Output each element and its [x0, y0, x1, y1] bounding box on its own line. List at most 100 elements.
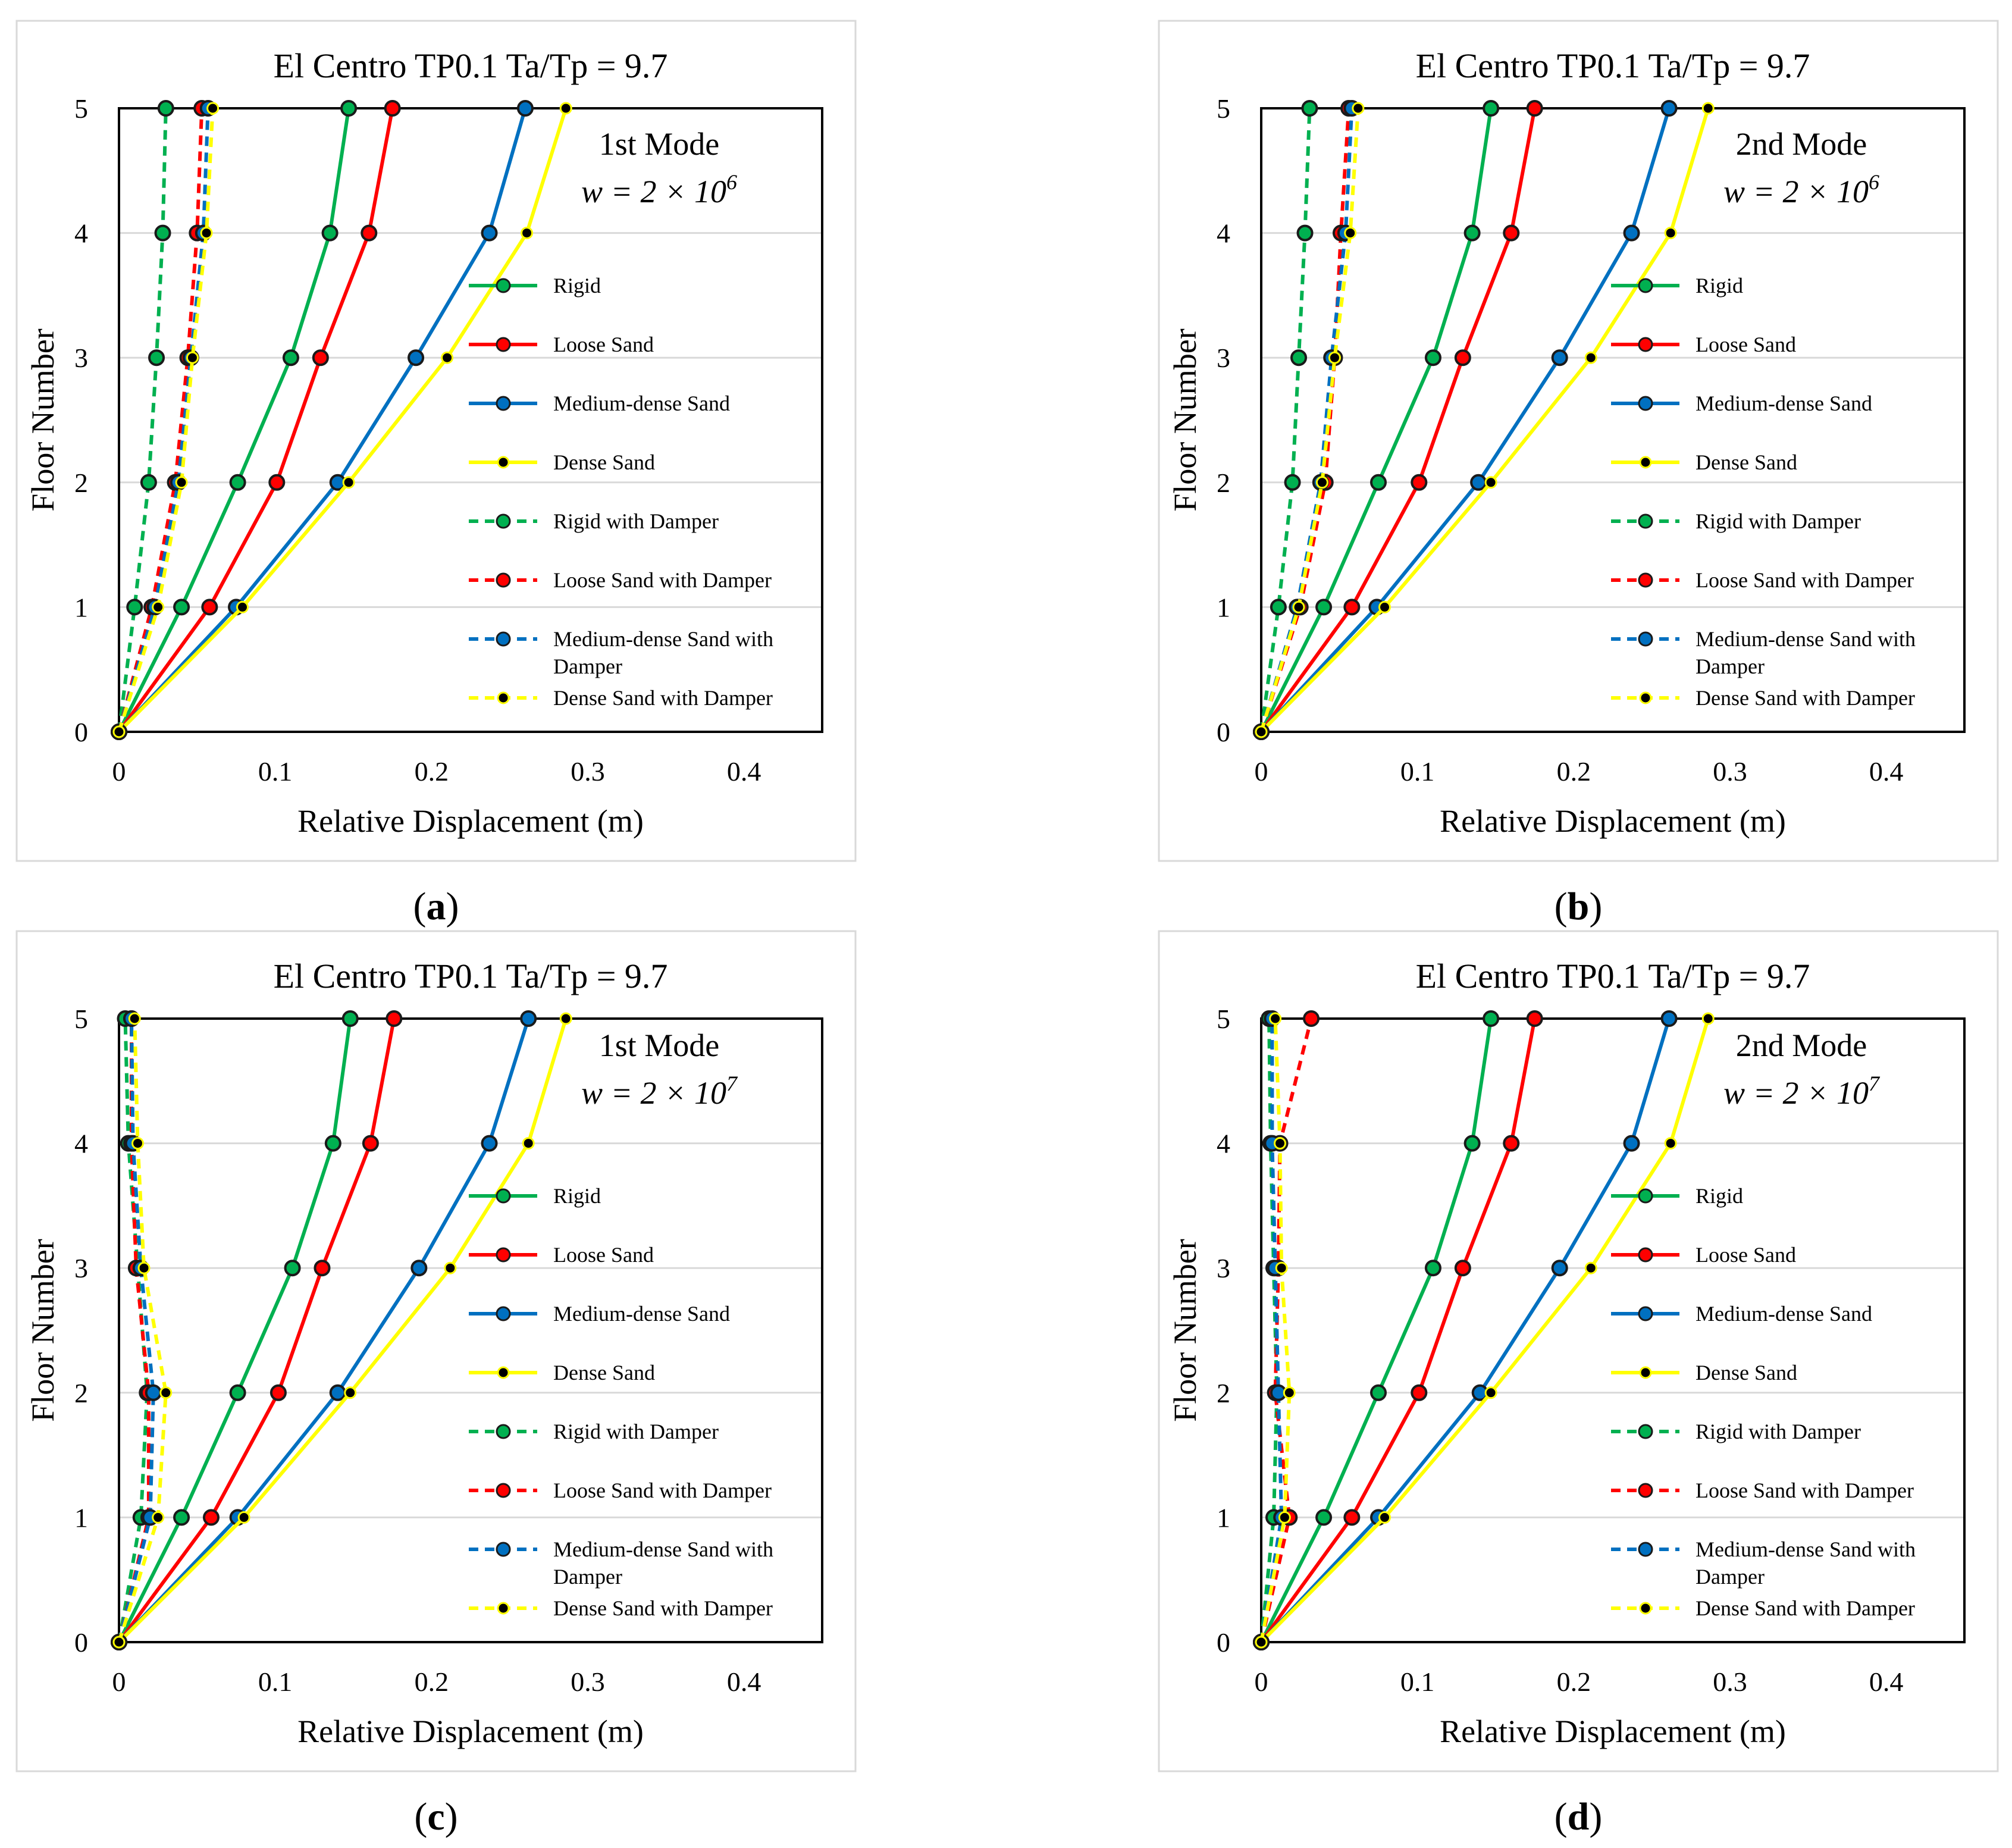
legend-label: Dense Sand with Damper: [1696, 1596, 1915, 1620]
data-point: [1551, 1260, 1568, 1277]
x-tick-label: 0.1: [1400, 756, 1435, 787]
data-point: [1269, 1012, 1282, 1025]
data-point: [282, 349, 299, 367]
mode-label: 1st Mode: [599, 1028, 720, 1063]
data-point: [200, 227, 213, 240]
y-tick-label: 3: [1217, 343, 1230, 373]
series-line: [117, 108, 351, 733]
data-point: [131, 1137, 145, 1150]
legend-label: Dense Sand: [1696, 450, 1797, 474]
series-dense-damper: [112, 1012, 173, 1649]
data-point: [312, 349, 329, 367]
x-tick-label: 0.2: [1557, 756, 1591, 787]
x-axis-label: Relative Displacement (m): [1440, 803, 1786, 839]
x-tick-label: 0.1: [1400, 1667, 1435, 1697]
panel-caption: (b): [1555, 885, 1603, 928]
legend-marker: [1638, 278, 1653, 293]
data-point: [173, 1509, 190, 1526]
y-axis-label: Floor Number: [1167, 1239, 1203, 1421]
legend-marker: [1638, 1247, 1653, 1263]
x-axis-label: Relative Displacement (m): [297, 1714, 644, 1749]
x-tick-label: 0.3: [1713, 1667, 1747, 1697]
data-point: [206, 102, 220, 115]
series-line: [117, 108, 394, 733]
chart-title: El Centro TP0.1 Ta/Tp = 9.7: [1416, 46, 1810, 85]
series-line: [1259, 1018, 1710, 1644]
legend-label: Loose Sand with Damper: [1696, 568, 1914, 592]
series-line: [117, 1018, 396, 1643]
legend-label: Dense Sand with Damper: [1696, 686, 1915, 710]
legend-label: Dense Sand with Damper: [553, 686, 773, 710]
chart-panel-c: El Centro TP0.1 Ta/Tp = 9.7 0 1 2 3 4 5 0 0.1 0.2…: [15, 930, 857, 1772]
data-point: [1623, 1135, 1640, 1152]
x-tick-label: 0.2: [1557, 1667, 1591, 1697]
data-point: [1283, 1386, 1296, 1399]
legend-marker: [497, 456, 510, 469]
data-point: [384, 100, 401, 117]
weight-label: w = 2 × 106: [581, 170, 737, 209]
series-line: [1259, 1019, 1284, 1643]
chart-panel-d: El Centro TP0.1 Ta/Tp = 9.7 0 1 2 3 4 5 0 0.1 0.2…: [1158, 930, 1999, 1772]
series-line: [117, 108, 168, 732]
x-tick-label: 0.3: [571, 756, 605, 787]
series-loose: [1253, 1010, 1543, 1650]
chart-panel-b: El Centro TP0.1 Ta/Tp = 9.7 0 1 2 3 4 5 0 0.1 0.2…: [1158, 20, 1999, 862]
data-point: [1343, 599, 1361, 616]
legend-marker: [1639, 456, 1652, 469]
legend-label: Medium-dense Sand: [1696, 1302, 1872, 1326]
y-tick-label: 4: [1217, 218, 1230, 249]
y-axis-label: Floor Number: [25, 328, 61, 511]
data-point: [112, 1636, 126, 1649]
data-point: [1660, 100, 1678, 117]
x-tick-label: 0.4: [1869, 1667, 1904, 1697]
data-point: [361, 224, 378, 242]
panel-caption: (d): [1555, 1795, 1603, 1838]
legend-marker: [1638, 337, 1653, 352]
series-line: [1259, 108, 1671, 734]
data-point: [1315, 599, 1333, 616]
data-point: [521, 227, 534, 240]
legend-marker: [496, 572, 511, 588]
y-tick-label: 4: [1217, 1129, 1230, 1159]
mode-label: 1st Mode: [599, 126, 720, 162]
y-tick-label: 5: [74, 1004, 88, 1034]
plot-area: [118, 1017, 823, 1643]
y-tick-label: 5: [1217, 93, 1230, 124]
legend-marker: [496, 1424, 511, 1439]
data-point: [408, 349, 425, 367]
legend-marker: [1639, 1602, 1652, 1615]
y-tick-label: 0: [1217, 1627, 1230, 1658]
data-point: [1352, 102, 1365, 115]
data-point: [237, 1511, 250, 1524]
legend-label: Dense Sand: [553, 450, 655, 474]
y-tick-label: 1: [1217, 592, 1230, 622]
data-point: [1454, 1260, 1471, 1277]
legend-marker: [1638, 1306, 1653, 1321]
y-tick-label: 2: [1217, 1378, 1230, 1408]
series-rigid: [111, 100, 358, 740]
data-point: [1255, 1636, 1268, 1649]
legend-label: Loose Sand with Damper: [553, 568, 772, 592]
panel-caption: (c): [414, 1795, 457, 1838]
y-axis-label: Floor Number: [25, 1239, 61, 1421]
data-point: [1424, 349, 1441, 367]
data-point: [1551, 349, 1568, 367]
data-point: [1370, 1384, 1387, 1401]
data-point: [1483, 100, 1500, 117]
data-point: [1660, 1010, 1678, 1027]
x-tick-label: 0.2: [415, 1667, 449, 1697]
legend-label: Rigid with Damper: [553, 1420, 719, 1443]
data-point: [1303, 1010, 1320, 1027]
y-tick-label: 4: [74, 218, 88, 249]
legend-marker: [497, 1366, 510, 1379]
y-tick-label: 4: [74, 1129, 88, 1159]
data-point: [173, 599, 190, 616]
data-point: [140, 474, 157, 491]
data-point: [1484, 476, 1497, 489]
x-tick-label: 0.1: [258, 1667, 293, 1697]
data-point: [229, 474, 246, 491]
series-line: [1259, 1018, 1537, 1643]
data-point: [1463, 1135, 1481, 1152]
data-point: [344, 1386, 357, 1399]
